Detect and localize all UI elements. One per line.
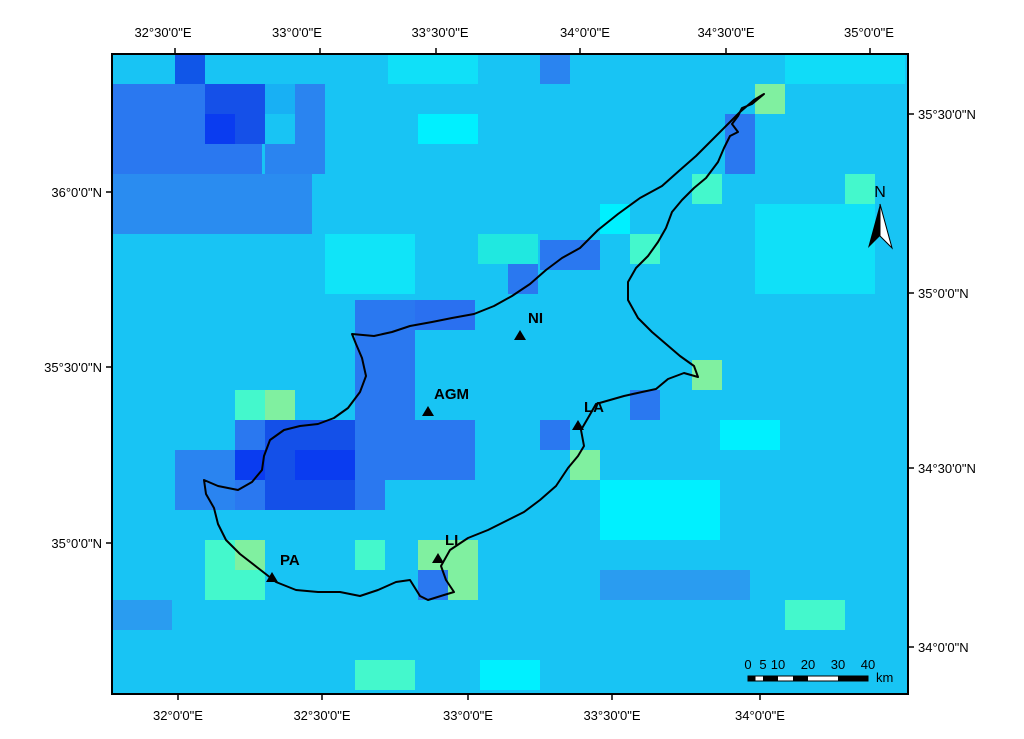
graticule-ticks xyxy=(106,48,914,700)
left-lat-label: 35°30'0"N xyxy=(44,360,102,375)
triangle-marker-icon xyxy=(266,572,278,582)
raster-cells-east xyxy=(112,360,845,690)
bottom-lon-label: 32°0'0"E xyxy=(153,708,203,723)
bottom-lon-label: 33°0'0"E xyxy=(443,708,493,723)
scale-tick: 20 xyxy=(801,657,815,672)
right-lat-label: 35°30'0"N xyxy=(918,107,976,122)
raster-cells-nw xyxy=(112,54,325,234)
top-lon-label: 34°0'0"E xyxy=(560,25,610,40)
north-arrow-icon xyxy=(868,204,880,248)
right-lat-label: 34°0'0"N xyxy=(918,640,969,655)
right-lat-label: 35°0'0"N xyxy=(918,286,969,301)
scale-bar: 0 5 10 20 30 40 km xyxy=(744,657,893,685)
triangle-marker-icon xyxy=(572,420,584,430)
top-lon-label: 32°30'0"E xyxy=(134,25,191,40)
site-label-agm: AGM xyxy=(434,386,469,403)
top-lon-label: 33°0'0"E xyxy=(272,25,322,40)
map-frame xyxy=(111,53,909,695)
site-label-ni: NI xyxy=(528,310,543,327)
north-arrow: N xyxy=(868,184,893,250)
scale-tick: 10 xyxy=(771,657,785,672)
north-arrow-label: N xyxy=(874,184,886,201)
triangle-marker-icon xyxy=(514,330,526,340)
site-markers: NI AGM LA LI PA xyxy=(266,310,604,582)
triangle-marker-icon xyxy=(422,406,434,416)
scale-tick: 0 xyxy=(744,657,751,672)
bottom-lon-label: 34°0'0"E xyxy=(735,708,785,723)
left-lat-label: 35°0'0"N xyxy=(51,536,102,551)
bottom-lon-label: 33°30'0"E xyxy=(583,708,640,723)
site-label-li: LI xyxy=(445,532,458,549)
scale-tick: 5 xyxy=(759,657,766,672)
raster-cells-north xyxy=(325,54,905,294)
top-lon-label: 33°30'0"E xyxy=(411,25,468,40)
scale-tick: 40 xyxy=(861,657,875,672)
site-label-la: LA xyxy=(584,399,604,416)
scale-tick: 30 xyxy=(831,657,845,672)
triangle-marker-icon xyxy=(432,553,444,563)
site-label-pa: PA xyxy=(280,552,300,569)
top-lon-label: 35°0'0"E xyxy=(844,25,894,40)
right-lat-label: 34°30'0"N xyxy=(918,461,976,476)
raster-cells-west xyxy=(175,300,475,600)
top-lon-label: 34°30'0"E xyxy=(697,25,754,40)
left-lat-label: 36°0'0"N xyxy=(51,185,102,200)
scale-unit: km xyxy=(876,670,893,685)
bottom-lon-label: 32°30'0"E xyxy=(293,708,350,723)
cyprus-coastline xyxy=(203,93,765,601)
